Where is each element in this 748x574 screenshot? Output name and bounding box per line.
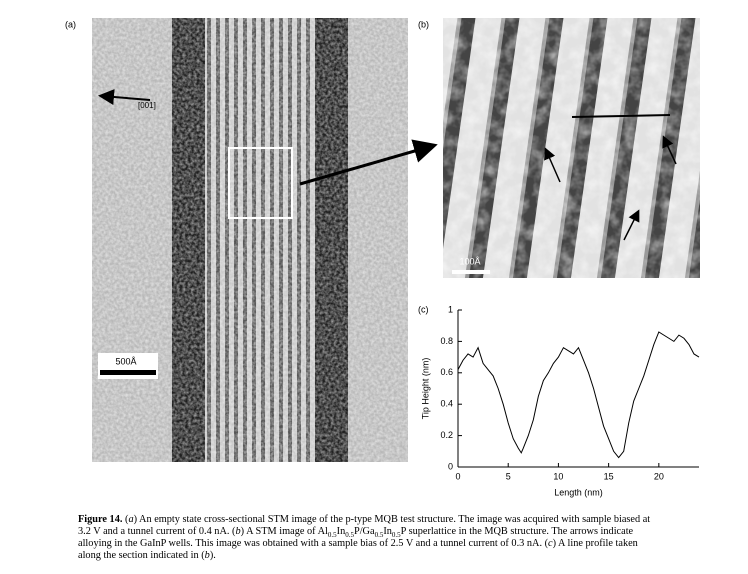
x-tick-label: 5: [506, 471, 511, 481]
x-tick-label: 15: [604, 471, 614, 481]
caption-text: ) An empty state cross-sectional STM ima…: [133, 514, 651, 525]
arrow: [662, 135, 677, 165]
profile-line: [457, 331, 700, 459]
texture: [92, 18, 408, 462]
panel-label: (a): [65, 19, 76, 29]
caption-text: In: [383, 526, 392, 537]
caption-text: P superlattice in the MQB structure. The…: [400, 526, 634, 537]
panel-label: (b): [418, 19, 429, 29]
caption-line: 3.2 V and a tunnel current of 0.4 nA. (b…: [78, 526, 633, 541]
caption-text: 0.5: [327, 531, 337, 540]
caption-line: along the section indicated in (b).: [78, 550, 216, 562]
caption-text: b: [235, 526, 241, 537]
direction-arrow: [98, 89, 151, 105]
caption-text: 3.2 V and a tunnel current of 0.4 nA. (: [78, 526, 236, 537]
caption-text: P/Ga: [353, 526, 375, 537]
y-tick-label: 1: [448, 304, 453, 314]
caption-text: b: [204, 550, 210, 561]
y-tick-label: 0: [448, 461, 453, 471]
arrow: [623, 209, 640, 241]
y-tick-label: 0.4: [440, 399, 453, 409]
caption-text: ).: [209, 550, 216, 561]
caption-text: alloying in the GaInP wells. This image …: [78, 538, 549, 549]
x-tick-label: 0: [455, 471, 460, 481]
caption-text: 0.5: [391, 531, 401, 540]
scale-bar: [452, 270, 490, 274]
scale-label: 100Å: [459, 256, 480, 266]
arrow: [544, 147, 561, 183]
caption-line: Figure 14. (a) An empty state cross-sect…: [78, 514, 650, 526]
fig-label: Figure 14.: [78, 514, 123, 525]
texture: [443, 18, 700, 278]
y-tick-label: 0.6: [440, 367, 453, 377]
caption-text: 0.5: [374, 531, 384, 540]
direction-label: [001]: [138, 101, 156, 110]
x-tick-label: 20: [654, 471, 664, 481]
caption-text: ) A line profile taken: [552, 538, 638, 549]
y-tick-label: 0.2: [440, 430, 453, 440]
section-line: [571, 114, 671, 118]
x-axis-label: Length (nm): [554, 487, 603, 497]
caption-text: (: [122, 514, 129, 525]
caption-text: In: [336, 526, 346, 537]
y-axis-label: Tip Height (nm): [420, 358, 430, 420]
zoom-arrow: [299, 139, 438, 186]
y-tick-label: 0.8: [440, 336, 453, 346]
x-tick-label: 10: [553, 471, 563, 481]
caption-line: alloying in the GaInP wells. This image …: [78, 538, 638, 550]
caption-text: along the section indicated in (: [78, 550, 205, 561]
caption-text: a: [128, 514, 134, 525]
caption-text: ) A STM image of Al: [240, 526, 328, 537]
scale-bar: [100, 370, 156, 375]
scale-label: 500Å: [115, 356, 136, 366]
panel-label: (c): [418, 304, 429, 314]
caption-text: 0.5: [345, 531, 354, 540]
caption-text: c: [548, 538, 553, 549]
zoom-box: [228, 147, 293, 219]
